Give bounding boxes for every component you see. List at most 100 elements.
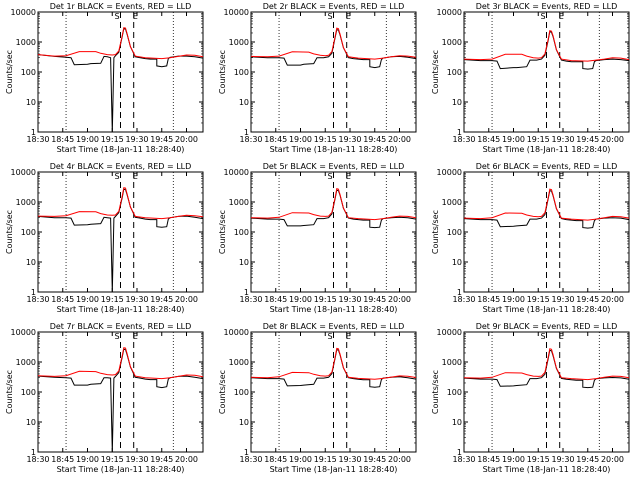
y-tick-label: 10000 <box>11 328 36 337</box>
x-tick-label: 19:00 <box>76 135 99 144</box>
x-tick-label: 19:00 <box>76 455 99 464</box>
x-tick-label: 18:30 <box>26 295 49 304</box>
y-axis-label: Counts/sec <box>218 210 227 254</box>
marker-S: S <box>115 172 120 181</box>
x-tick-label: 20:00 <box>601 295 624 304</box>
marker-S: S <box>541 172 546 181</box>
y-tick-label: 100 <box>234 228 249 237</box>
y-tick-label: 1000 <box>442 198 462 207</box>
y-axis-label: Counts/sec <box>218 370 227 414</box>
x-tick-label: 19:00 <box>289 135 312 144</box>
y-tick-label: 1000 <box>16 358 36 367</box>
y-tick-label: 10000 <box>437 168 462 177</box>
y-tick-label: 100 <box>21 228 36 237</box>
y-tick-label: 100 <box>234 388 249 397</box>
marker-E: E <box>559 12 564 21</box>
y-tick-label: 1 <box>31 448 36 457</box>
x-tick-label: 18:45 <box>264 295 287 304</box>
lld-series-line <box>463 188 630 221</box>
x-axis-label: Start Time (18-Jan-11 18:28:40) <box>483 465 611 474</box>
x-tick-label: 19:15 <box>101 295 124 304</box>
x-tick-label: 19:00 <box>76 295 99 304</box>
marker-S: S <box>541 12 546 21</box>
x-tick-label: 19:45 <box>363 135 386 144</box>
marker-E: E <box>133 332 138 341</box>
panel-title: Det 5r BLACK = Events, RED = LLD <box>263 162 405 171</box>
x-tick-label: 18:30 <box>452 135 475 144</box>
x-axis-label: Start Time (18-Jan-11 18:28:40) <box>483 145 611 154</box>
x-axis-label: Start Time (18-Jan-11 18:28:40) <box>270 145 398 154</box>
y-tick-label: 10000 <box>224 8 249 17</box>
x-tick-label: 18:30 <box>239 135 262 144</box>
x-tick-label: 19:45 <box>576 455 599 464</box>
x-tick-label: 19:30 <box>551 135 574 144</box>
x-tick-label: 18:45 <box>264 455 287 464</box>
x-tick-label: 18:30 <box>239 455 262 464</box>
x-tick-label: 20:00 <box>388 135 411 144</box>
x-tick-label: 19:15 <box>314 295 337 304</box>
x-tick-label: 18:45 <box>51 295 74 304</box>
x-tick-label: 19:00 <box>502 455 525 464</box>
x-tick-label: 18:45 <box>477 455 500 464</box>
marker-E: E <box>559 332 564 341</box>
y-tick-label: 10 <box>239 418 249 427</box>
panel-title: Det 2r BLACK = Events, RED = LLD <box>263 2 405 11</box>
y-tick-label: 10 <box>26 258 36 267</box>
y-tick-label: 1000 <box>229 198 249 207</box>
x-tick-label: 19:45 <box>150 135 173 144</box>
panel-title: Det 9r BLACK = Events, RED = LLD <box>476 322 618 331</box>
x-tick-label: 19:45 <box>363 295 386 304</box>
marker-S: S <box>328 332 333 341</box>
marker-E: E <box>559 172 564 181</box>
x-tick-label: 19:30 <box>125 135 148 144</box>
y-tick-label: 1000 <box>229 38 249 47</box>
x-tick-label: 19:15 <box>101 135 124 144</box>
y-tick-label: 10000 <box>11 168 36 177</box>
y-tick-label: 1000 <box>442 358 462 367</box>
panel-title: Det 8r BLACK = Events, RED = LLD <box>263 322 405 331</box>
x-tick-label: 19:15 <box>527 455 550 464</box>
x-tick-label: 19:15 <box>527 135 550 144</box>
x-tick-label: 20:00 <box>388 455 411 464</box>
x-tick-label: 19:00 <box>289 455 312 464</box>
y-tick-label: 1000 <box>442 38 462 47</box>
x-axis-label: Start Time (18-Jan-11 18:28:40) <box>483 305 611 314</box>
y-tick-label: 10000 <box>11 8 36 17</box>
panel-title: Det 3r BLACK = Events, RED = LLD <box>476 2 618 11</box>
y-tick-label: 10 <box>26 418 36 427</box>
x-tick-label: 19:30 <box>338 455 361 464</box>
x-tick-label: 18:45 <box>477 135 500 144</box>
y-tick-label: 10 <box>452 258 462 267</box>
marker-E: E <box>346 12 351 21</box>
x-tick-label: 19:45 <box>363 455 386 464</box>
marker-E: E <box>346 332 351 341</box>
x-tick-label: 19:30 <box>551 295 574 304</box>
x-axis-label: Start Time (18-Jan-11 18:28:40) <box>270 465 398 474</box>
x-tick-label: 20:00 <box>175 455 198 464</box>
marker-S: S <box>541 332 546 341</box>
y-axis-label: Counts/sec <box>5 50 14 94</box>
marker-E: E <box>133 172 138 181</box>
y-tick-label: 100 <box>447 68 462 77</box>
marker-E: E <box>346 172 351 181</box>
x-tick-label: 18:45 <box>264 135 287 144</box>
y-tick-label: 10000 <box>437 328 462 337</box>
lld-series-line <box>250 27 417 60</box>
x-tick-label: 20:00 <box>175 135 198 144</box>
y-tick-label: 10000 <box>224 328 249 337</box>
y-tick-label: 1 <box>457 128 462 137</box>
x-axis-label: Start Time (18-Jan-11 18:28:40) <box>57 145 185 154</box>
lld-series-line <box>37 347 204 380</box>
x-axis-label: Start Time (18-Jan-11 18:28:40) <box>57 465 185 474</box>
y-axis-label: Counts/sec <box>431 370 440 414</box>
y-axis-label: Counts/sec <box>5 210 14 254</box>
x-tick-label: 18:30 <box>452 455 475 464</box>
panel-title: Det 6r BLACK = Events, RED = LLD <box>476 162 618 171</box>
